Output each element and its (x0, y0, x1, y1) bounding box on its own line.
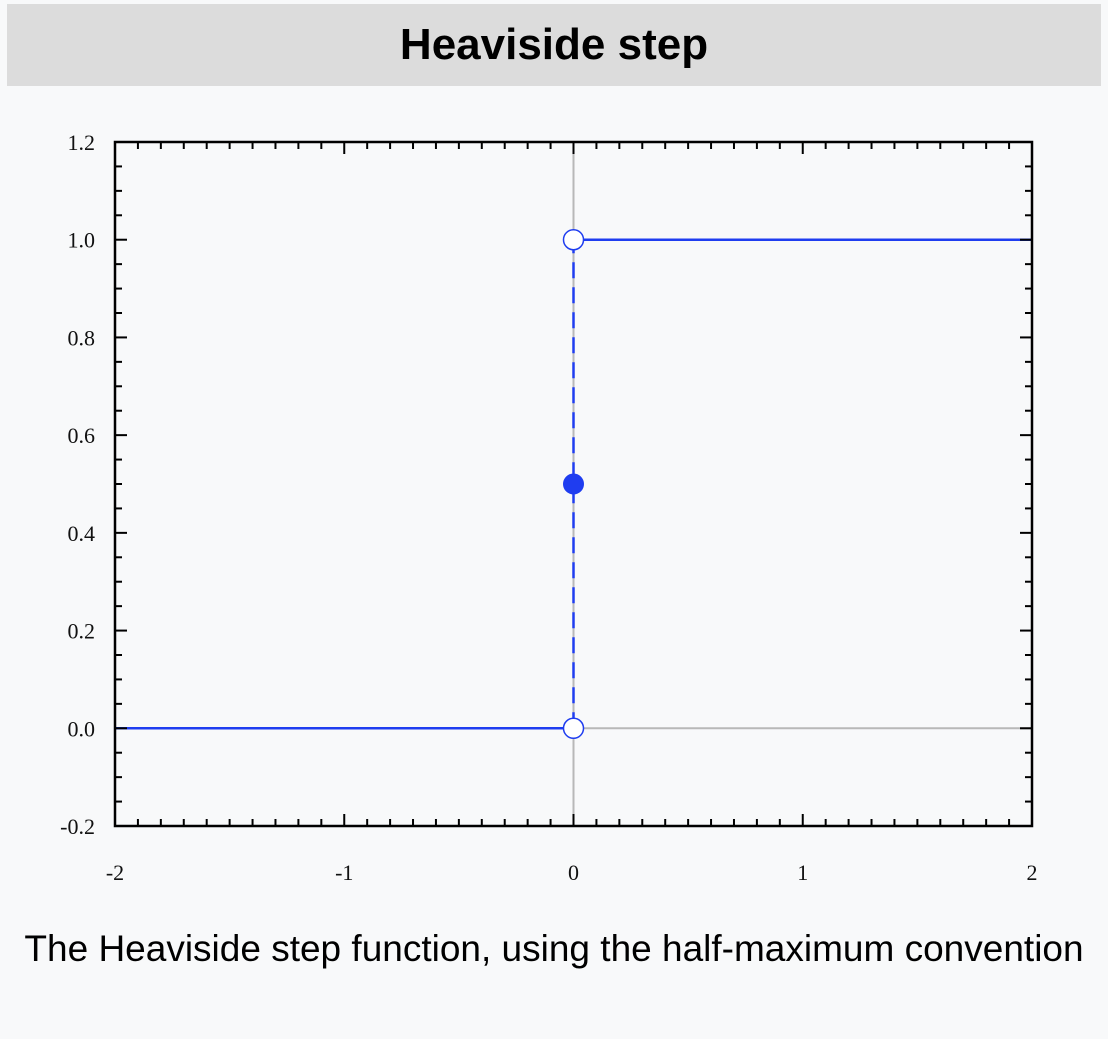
y-tick-label: 1.0 (68, 228, 96, 253)
y-tick-label: -0.2 (60, 814, 95, 839)
series-markers (562, 228, 585, 740)
x-tick-label: -2 (106, 860, 124, 885)
infobox-caption: The Heaviside step function, using the h… (24, 928, 1084, 969)
filled-point-2 (563, 473, 584, 495)
x-tick-label: -1 (335, 860, 353, 885)
y-tick-label: 0.4 (68, 521, 96, 546)
x-tick-label: 1 (797, 860, 808, 885)
y-tick-label: 0.0 (68, 716, 96, 741)
open-point-1 (562, 228, 585, 251)
tick-labels: -2 -1 0 1 2 -0.2 0.0 0.2 0.4 0.6 0.8 1.0 1.2 (60, 130, 1037, 885)
infobox-title-bar: Heaviside step (7, 4, 1101, 86)
x-tick-label: 2 (1027, 860, 1038, 885)
y-tick-label: 0.2 (68, 619, 96, 644)
x-tick-label: 0 (568, 860, 579, 885)
y-tick-label: 1.2 (68, 130, 96, 155)
plot-frame (113, 140, 1034, 828)
y-tick-label: 0.8 (68, 325, 96, 350)
series-lines (115, 238, 1032, 730)
heaviside-step-chart: -2 -1 0 1 2 -0.2 0.0 0.2 0.4 0.6 0.8 1.0 1.2 (60, 130, 1037, 885)
infobox-title: Heaviside step (399, 20, 709, 69)
open-point-0 (562, 717, 585, 740)
y-tick-label: 0.6 (68, 423, 96, 448)
